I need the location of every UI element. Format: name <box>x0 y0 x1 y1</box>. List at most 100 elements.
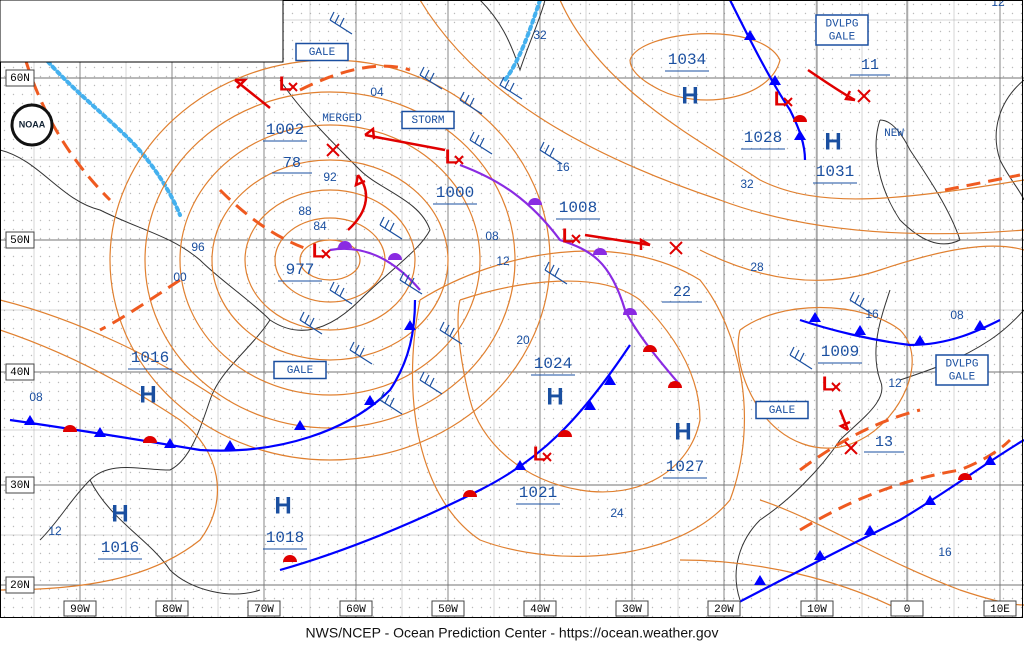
forecast-x <box>844 441 858 455</box>
arrow-head <box>639 237 651 250</box>
wind-barb <box>419 66 425 76</box>
isobar-label: 12 <box>496 254 510 268</box>
center-pressure: 1016 <box>131 349 169 367</box>
forecast-pressure: 22 <box>673 284 691 301</box>
lon-label: 30W <box>622 604 642 616</box>
isobar-label: 00 <box>173 270 187 284</box>
forecast-x <box>857 89 871 103</box>
wind-barb <box>384 394 390 404</box>
low-symbol: L <box>279 73 291 95</box>
wind-barb <box>399 279 423 295</box>
wind-barb <box>299 311 305 321</box>
coastline <box>89 479 261 595</box>
isobar-label: 16 <box>938 545 952 559</box>
lon-label: 80W <box>162 604 182 616</box>
low-mark <box>454 155 464 165</box>
isobar-label: 28 <box>750 260 764 274</box>
center-pressure: 1024 <box>534 355 572 373</box>
isobar <box>0 329 219 591</box>
isobar <box>244 189 416 331</box>
wind-barb <box>429 72 435 82</box>
cold-front <box>729 0 807 161</box>
forecast-x <box>326 143 340 157</box>
coastline <box>39 319 271 541</box>
wind-barb <box>334 14 340 24</box>
isobar-label: 32 <box>533 28 547 42</box>
wind-barb <box>794 349 800 359</box>
wind-barb <box>789 354 813 370</box>
cold-front <box>799 318 1001 347</box>
lon-label-box <box>247 600 281 617</box>
lon-label: 50W <box>438 604 458 616</box>
wind-barb <box>429 377 435 387</box>
wind-barb <box>439 329 463 345</box>
front-triangle <box>164 438 176 448</box>
lon-label-box <box>890 600 924 617</box>
forecast-pressure: 13 <box>875 434 893 451</box>
noaa-logo <box>10 103 54 147</box>
lat-label-box <box>5 363 35 381</box>
wind-barb <box>389 397 395 407</box>
trough <box>18 39 112 202</box>
lat-label: 60N <box>10 73 30 85</box>
wind-barb <box>849 291 855 301</box>
wind-barb <box>509 82 515 92</box>
front-semicircle <box>463 490 477 497</box>
wind-barb <box>469 139 493 155</box>
isobar-label: 16 <box>556 160 570 174</box>
front-triangle <box>744 30 756 40</box>
lon-label-box <box>339 600 373 617</box>
wind-barb <box>379 216 385 226</box>
wind-barb <box>499 84 523 100</box>
front-semicircle <box>63 425 77 432</box>
header-box <box>0 0 284 63</box>
front-semicircle <box>558 430 572 437</box>
lat-label: 40N <box>10 367 30 379</box>
wind-barb <box>499 76 505 86</box>
lon-label-box <box>431 600 465 617</box>
wind-barb <box>459 99 483 115</box>
wind-barb <box>329 281 335 291</box>
ice-edge <box>28 38 182 217</box>
low-mark <box>783 97 793 107</box>
warning-label: STORM <box>411 115 444 127</box>
low-symbol: L <box>562 225 574 247</box>
ice-edge <box>503 0 542 82</box>
wind-barb <box>329 289 353 305</box>
front-triangle <box>814 550 826 560</box>
lat-label: 20N <box>10 580 30 592</box>
warning-label: GALE <box>829 31 856 43</box>
wind-barb <box>339 17 345 27</box>
front-triangle <box>924 495 936 505</box>
coastline <box>875 119 961 245</box>
warning-box <box>935 354 989 386</box>
trough <box>799 408 921 472</box>
wind-barb <box>544 261 550 271</box>
front-triangle <box>514 460 526 470</box>
wind-barb <box>539 141 545 151</box>
lon-label: 90W <box>70 604 90 616</box>
center-pressure: 977 <box>286 261 315 279</box>
front-semicircle <box>388 253 402 260</box>
wind-barb <box>449 327 455 337</box>
noaa-logo-text: NOAA <box>19 119 46 129</box>
isobar <box>559 0 1024 200</box>
note: MERGED <box>322 113 362 125</box>
motion-arrow <box>364 133 446 152</box>
wind-barb <box>504 79 510 89</box>
front-semicircle <box>958 473 972 480</box>
warning-label: DVLPG <box>945 358 978 370</box>
low-symbol: L <box>774 88 786 110</box>
motion-arrow <box>838 409 850 431</box>
low-mark <box>831 382 841 392</box>
occluded-front <box>459 163 681 386</box>
wind-barb <box>339 287 345 297</box>
forecast-pressure: 78 <box>283 155 301 172</box>
footer: NWS/NCEP - Ocean Prediction Center - htt… <box>306 625 719 641</box>
wind-barb <box>439 321 445 331</box>
warning-label: GALE <box>769 405 796 417</box>
occluded-front <box>329 247 421 291</box>
front-semicircle <box>668 381 682 388</box>
